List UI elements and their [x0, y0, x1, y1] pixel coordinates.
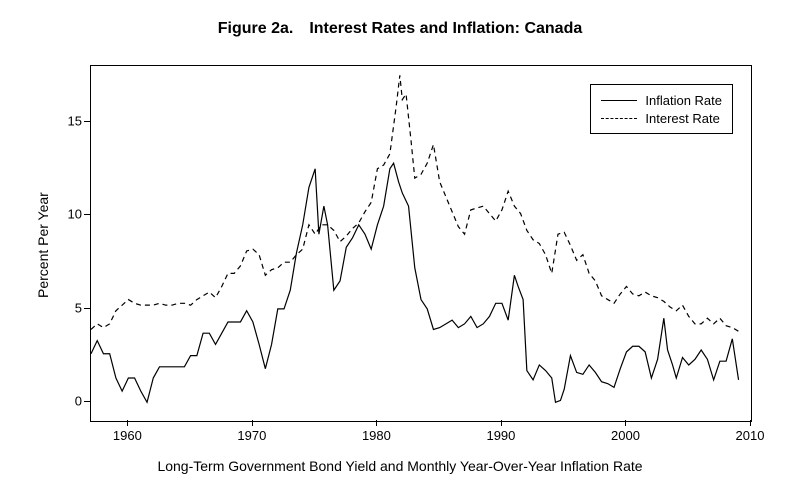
x-tick-label: 2000 — [611, 428, 640, 443]
legend-line-sample — [601, 118, 637, 119]
x-tick-label: 1970 — [237, 428, 266, 443]
x-tick-mark — [376, 420, 377, 426]
x-tick-mark — [501, 420, 502, 426]
chart-title: Figure 2a. Interest Rates and Inflation:… — [0, 20, 800, 38]
legend-item: Interest Rate — [601, 109, 722, 127]
y-tick-mark — [84, 401, 90, 402]
figure: Figure 2a. Interest Rates and Inflation:… — [0, 0, 800, 500]
x-tick-mark — [625, 420, 626, 426]
y-tick-label: 15 — [58, 114, 82, 129]
y-tick-mark — [84, 214, 90, 215]
x-tick-label: 1960 — [113, 428, 142, 443]
y-tick-mark — [84, 121, 90, 122]
y-tick-label: 0 — [58, 394, 82, 409]
series-inflation-rate — [91, 163, 739, 402]
legend-line-sample — [601, 100, 637, 101]
legend-item: Inflation Rate — [601, 91, 722, 109]
x-tick-label: 2010 — [736, 428, 765, 443]
plot-area: Inflation Rate Interest Rate — [90, 65, 752, 422]
legend-label: Interest Rate — [645, 111, 719, 126]
y-tick-label: 10 — [58, 207, 82, 222]
x-tick-label: 1980 — [362, 428, 391, 443]
legend: Inflation Rate Interest Rate — [590, 84, 733, 134]
x-tick-mark — [750, 420, 751, 426]
x-tick-label: 1990 — [486, 428, 515, 443]
x-axis-label: Long-Term Government Bond Yield and Mont… — [0, 458, 800, 474]
legend-label: Inflation Rate — [645, 93, 722, 108]
x-tick-mark — [127, 420, 128, 426]
y-tick-label: 5 — [58, 300, 82, 315]
x-tick-mark — [252, 420, 253, 426]
y-axis-label: Percent Per Year — [35, 192, 51, 298]
y-tick-mark — [84, 308, 90, 309]
